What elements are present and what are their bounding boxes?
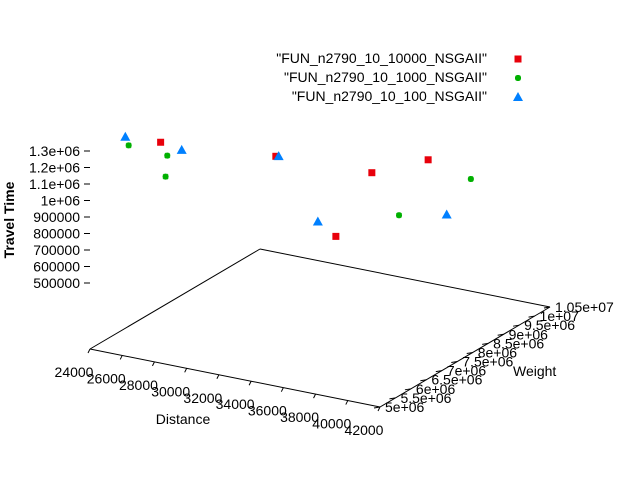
x-tick-mark	[87, 348, 91, 354]
x-tick-label: 24000	[55, 364, 94, 380]
legend-label: "FUN_n2790_10_10000_NSGAII"	[276, 50, 487, 66]
data-point	[176, 144, 187, 154]
axis-ticks: 2400026000280003000032000340003600038000…	[29, 143, 614, 438]
z-axis-label: Travel Time	[1, 181, 17, 258]
legend-marker	[514, 74, 522, 82]
y-tick-mark	[513, 324, 520, 327]
legend-label: "FUN_n2790_10_1000_NSGAII"	[284, 69, 487, 85]
x-axis-line	[89, 348, 381, 408]
x-tick-mark	[313, 393, 317, 399]
y-axis-label: Weight	[513, 363, 556, 379]
y-tick-label: 7e+06	[447, 363, 487, 379]
x-tick-mark	[345, 400, 349, 405]
x-tick-mark	[184, 368, 188, 373]
x-tick-mark	[216, 374, 220, 380]
data-point	[332, 232, 340, 240]
data-point	[273, 151, 284, 161]
z-tick-label: 1.3e+06	[29, 143, 80, 159]
data-point	[467, 176, 474, 183]
y-tick-mark	[389, 397, 396, 400]
x-tick-mark	[377, 406, 381, 412]
z-tick-label: 600000	[33, 259, 80, 275]
z-tick-label: 1.1e+06	[29, 176, 80, 192]
x-tick-mark	[280, 387, 284, 392]
data-point	[424, 156, 432, 164]
legend: "FUN_n2790_10_10000_NSGAII" "FUN_n2790_10…	[276, 50, 523, 104]
y-axis-line	[379, 306, 551, 408]
x-tick-label: 36000	[248, 403, 287, 419]
y-tick-mark	[528, 315, 535, 318]
data-point	[441, 209, 452, 219]
z-tick-label: 900000	[33, 209, 80, 225]
x-tick-mark	[119, 355, 123, 360]
y-tick-mark	[497, 333, 504, 336]
y-tick-mark	[482, 342, 489, 345]
y-tick-label: 9e+06	[509, 326, 549, 342]
y-tick-label: 5.5e+06	[400, 390, 451, 406]
data-point	[157, 138, 165, 146]
x-tick-mark	[248, 380, 252, 386]
y-tick-label: 5e+06	[385, 399, 425, 415]
z-tick-label: 1.2e+06	[29, 160, 80, 176]
y-tick-label: 8.5e+06	[493, 335, 544, 351]
legend-marker	[513, 92, 523, 101]
z-tick-label: 700000	[33, 242, 80, 258]
x-tick-label: 42000	[345, 422, 384, 438]
y-tick-label: 1e+07	[540, 308, 580, 324]
data-point	[125, 142, 132, 149]
x-tick-label: 38000	[280, 409, 319, 425]
data-point	[312, 216, 323, 226]
data-point	[120, 131, 131, 141]
y-tick-mark	[373, 406, 381, 409]
y-tick-label: 1.05e+07	[555, 299, 614, 315]
series-2	[125, 142, 474, 219]
x-axis-label: Distance	[156, 411, 211, 427]
data-point	[162, 173, 169, 180]
y-tick-mark	[435, 370, 442, 373]
y-tick-mark	[543, 306, 551, 309]
y-tick-mark	[451, 361, 458, 364]
z-tick-label: 800000	[33, 226, 80, 242]
z-tick-label: 500000	[33, 275, 80, 291]
y-tick-label: 7.5e+06	[462, 354, 513, 370]
x-tick-mark	[151, 361, 155, 367]
x-tick-label: 28000	[119, 377, 158, 393]
legend-marker	[514, 55, 522, 63]
x-tick-label: 26000	[87, 370, 126, 386]
y-tick-mark	[404, 388, 411, 391]
legend-label: "FUN_n2790_10_100_NSGAII"	[292, 88, 487, 104]
z-tick-label: 1e+06	[41, 193, 81, 209]
data-point	[164, 152, 171, 159]
data-point	[368, 169, 376, 177]
x-tick-label: 40000	[312, 416, 351, 432]
y-tick-label: 6.5e+06	[431, 372, 482, 388]
y-tick-mark	[466, 351, 473, 354]
x-tick-label: 30000	[151, 383, 190, 399]
back-edge-line	[259, 248, 551, 308]
y-tick-mark	[420, 379, 427, 382]
data-points	[120, 131, 474, 240]
axis-labels: Distance Weight Travel Time	[1, 181, 556, 427]
y-tick-label: 9.5e+06	[524, 317, 575, 333]
y-tick-label: 8e+06	[478, 344, 518, 360]
x-tick-label: 34000	[216, 396, 255, 412]
left-edge-line	[89, 248, 261, 350]
y-tick-label: 6e+06	[416, 381, 456, 397]
data-point	[396, 212, 403, 219]
x-tick-label: 32000	[183, 390, 222, 406]
series-1	[157, 138, 432, 240]
axes-frame	[89, 248, 551, 408]
series-3	[120, 131, 452, 226]
